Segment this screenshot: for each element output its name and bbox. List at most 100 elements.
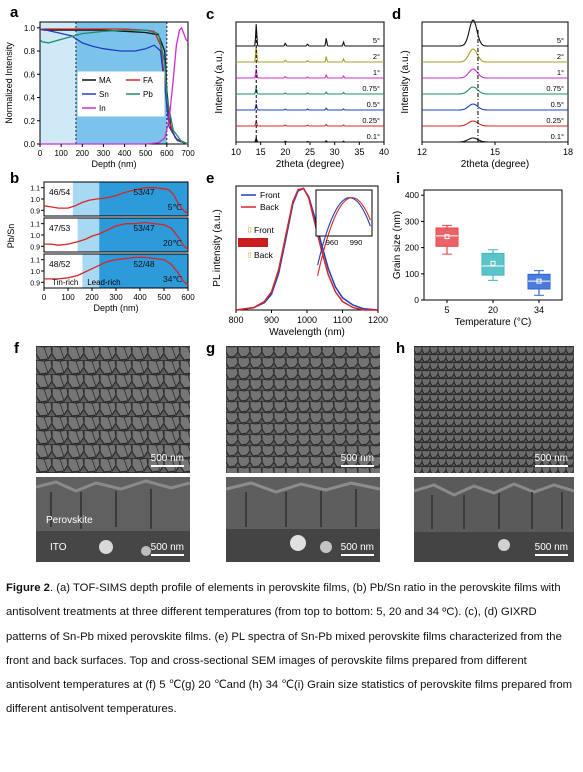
y-axis-title: Pb/Sn — [6, 224, 16, 249]
tin-rich-label: Tin-rich — [52, 278, 78, 287]
scale-bar-line — [534, 465, 568, 467]
legend-label: Front — [260, 190, 280, 200]
x-axis-title: 2theta (degree) — [461, 159, 529, 170]
x-tick-label: 1100 — [333, 315, 352, 325]
front-arrow-label: Front — [254, 225, 274, 235]
x-tick-label: 20 — [488, 305, 498, 315]
scale-bar-label: 500 nm — [150, 542, 184, 553]
mean-marker — [536, 278, 542, 284]
y-tick-label: 0.6 — [24, 70, 36, 79]
inset-x-tick-label: 990 — [350, 238, 363, 247]
x-tick-label: 500 — [139, 149, 153, 158]
sem-texture — [226, 346, 380, 473]
y-tick-label: 1.0 — [24, 24, 36, 33]
y-tick-label: 0.9 — [30, 244, 40, 251]
panel-label-c: c — [206, 6, 215, 23]
x-tick-label: 200 — [76, 149, 90, 158]
y-tick-label: 0.2 — [24, 117, 36, 126]
xrd-pattern-line — [236, 24, 384, 47]
y-axis-title: Grain size (nm) — [392, 211, 403, 279]
y-tick-label: 1.0 — [30, 197, 40, 204]
x-tick-label: 200 — [85, 293, 99, 302]
box-5 — [435, 227, 459, 247]
chart-c-gixrd: 5° 2° 1° 0.75° 0.5° 0.25° 0.1° 10 15 20 25 30 35 40 2t… — [214, 21, 389, 170]
y-axis-title: PL intensity (a.u.) — [212, 209, 223, 286]
y-tick-label: 0.9 — [30, 208, 40, 215]
caption-text: . (a) TOF-SIMS depth profile of elements… — [6, 582, 573, 716]
chart-i-grain-size: 5 20 34 0 100 200 300 400 Temperature (°C) Grain … — [392, 189, 563, 328]
angle-label: 2° — [373, 52, 380, 61]
inset-frame — [315, 189, 373, 237]
perovskite-layer-label: Perovskite — [46, 515, 93, 526]
sem-top-f: 500 nm — [36, 346, 190, 473]
scale-bar-label: 500 nm — [340, 453, 374, 464]
scale-bar: 500 nm — [534, 453, 568, 467]
ratio-right-label: 53/47 — [133, 223, 155, 233]
region-shade — [77, 218, 100, 252]
scale-bar-label: 500 nm — [534, 542, 568, 553]
angle-label: 0.5° — [551, 100, 564, 109]
y-tick-label: 0.4 — [24, 94, 36, 103]
xrd-pattern-line — [422, 19, 568, 47]
x-axis-title: Depth (nm) — [91, 159, 136, 169]
x-tick-label: 400 — [118, 149, 132, 158]
x-tick-label: 10 — [231, 147, 241, 157]
x-tick-label: 1200 — [368, 315, 388, 325]
ratio-right-label: 52/48 — [133, 259, 155, 269]
ito-layer-label: ITO — [50, 542, 67, 553]
box-20 — [481, 252, 505, 276]
region-shade — [82, 254, 100, 288]
panel-label-i: i — [396, 170, 401, 187]
angle-label: 0.75° — [546, 84, 564, 93]
panel-label-b: b — [10, 170, 20, 187]
x-tick-label: 1000 — [297, 315, 317, 325]
x-tick-label: 600 — [160, 149, 174, 158]
xrd-pattern-line — [236, 136, 384, 143]
angle-label: 0.25° — [362, 116, 380, 125]
panel-label-g: g — [206, 340, 216, 357]
xrd-pattern-line — [236, 120, 384, 127]
scale-bar-line — [534, 554, 568, 556]
xrd-pattern-line — [236, 103, 384, 111]
x-tick-label: 600 — [181, 293, 195, 302]
y-tick-label: 1.1 — [30, 186, 40, 193]
legend-label: Sn — [99, 90, 109, 99]
cross-section-texture — [226, 477, 380, 562]
y-tick-label: 100 — [405, 269, 419, 279]
panel-label-d: d — [392, 6, 402, 23]
scale-bar-line — [150, 554, 184, 556]
y-axis-title: Intensity (a.u.) — [400, 50, 411, 113]
x-tick-label: 500 — [157, 293, 171, 302]
panel-label-e: e — [206, 170, 215, 187]
x-tick-label: 300 — [97, 149, 111, 158]
arrow-down-icon: ⇩ — [246, 225, 253, 235]
inset-line — [317, 197, 371, 276]
panel-label-a: a — [10, 4, 19, 21]
angle-label: 1° — [373, 68, 380, 77]
x-axis-title: 2theta (degree) — [276, 159, 344, 170]
y-tick-label: 0 — [414, 295, 419, 305]
xrd-pattern-line — [422, 120, 568, 127]
cross-section-texture — [36, 477, 190, 562]
x-tick-label: 100 — [54, 149, 68, 158]
ratio-right-label: 53/47 — [133, 187, 155, 197]
box-34 — [527, 273, 551, 290]
y-tick-label: 1.1 — [30, 258, 40, 265]
x-axis-title: Depth (nm) — [93, 303, 138, 313]
scale-bar: 500 nm — [150, 453, 184, 467]
y-tick-label: 300 — [405, 216, 419, 226]
lead-rich-label: Lead-rich — [87, 278, 120, 287]
scale-bar-label: 500 nm — [534, 453, 568, 464]
angle-label: 0.1° — [367, 132, 380, 141]
mean-marker — [490, 260, 496, 266]
sem-cross-h: 500 nm — [414, 477, 574, 562]
scale-bar-line — [150, 465, 184, 467]
xrd-pattern-line — [422, 68, 568, 79]
ratio-line — [44, 256, 189, 286]
angle-label: 0.75° — [362, 84, 380, 93]
cross-section-texture — [414, 477, 574, 562]
ratio-left-label: 46/54 — [49, 187, 71, 197]
x-tick-label: 0 — [42, 293, 47, 302]
temperature-label: 20℃ — [163, 238, 182, 248]
